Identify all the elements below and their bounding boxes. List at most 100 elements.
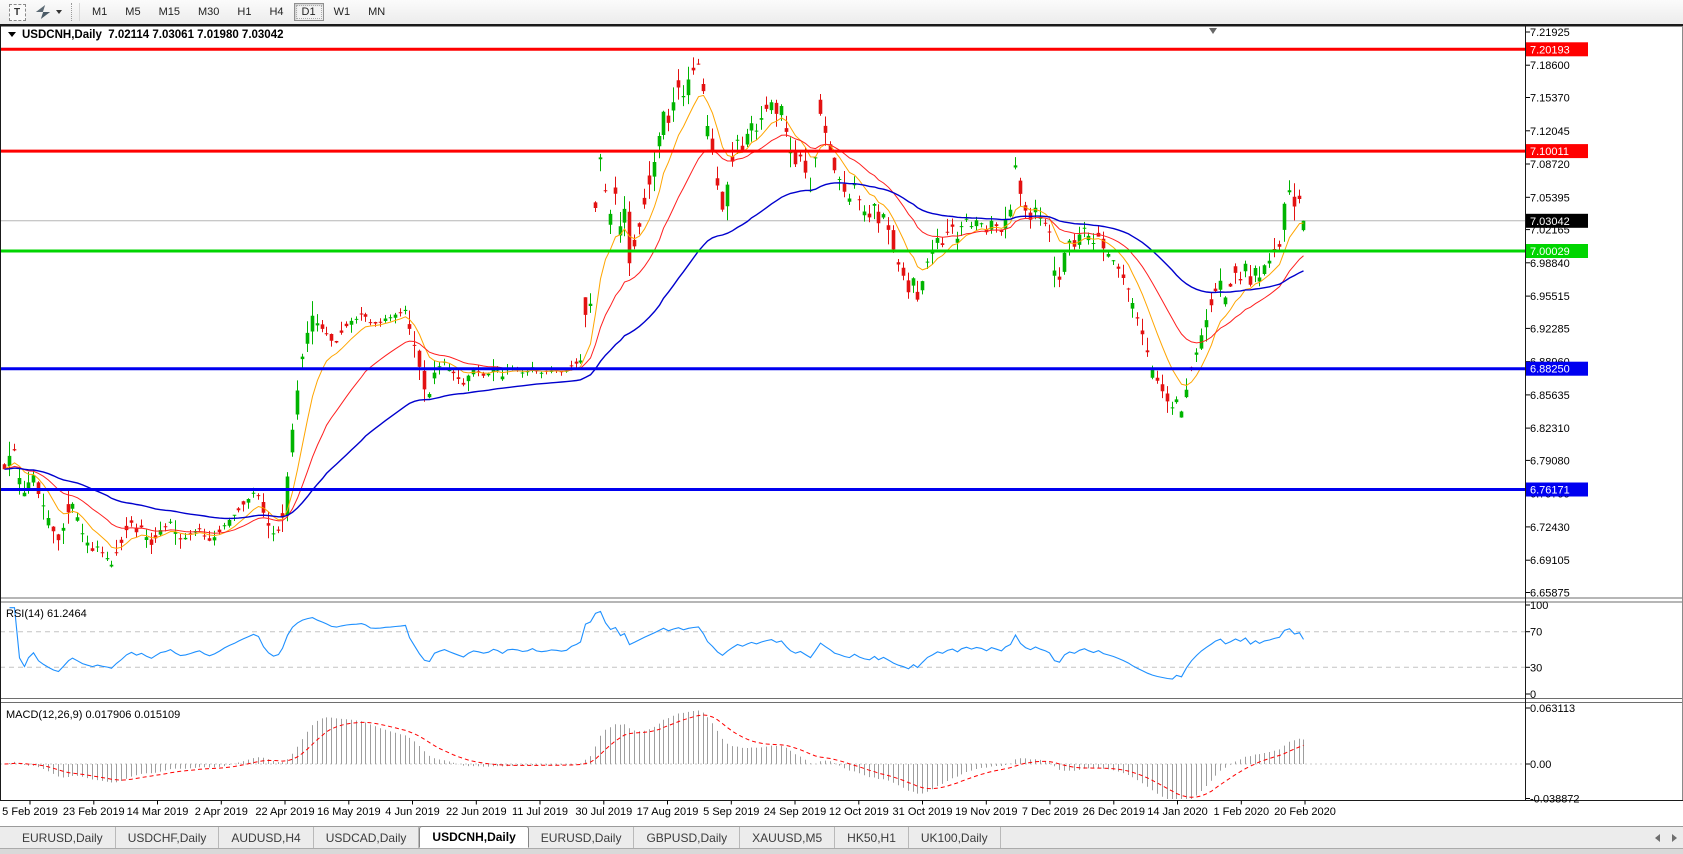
date-tick-label: 19 Nov 2019	[955, 806, 1017, 818]
price-badge-7.00029: 7.00029	[1526, 244, 1588, 258]
date-tick-label: 7 Dec 2019	[1022, 806, 1078, 818]
chart-tab-usdcad-daily[interactable]: USDCAD,Daily	[314, 827, 420, 848]
price-tick-label: 6.98840	[1530, 258, 1570, 270]
price-tick-label: 6.65875	[1530, 588, 1570, 600]
price-badge-7.20193: 7.20193	[1526, 42, 1588, 57]
macd-histogram	[9, 710, 1304, 799]
price-tick-label: 7.15370	[1530, 93, 1570, 105]
price-tick-label: 6.82310	[1530, 423, 1570, 435]
date-tick-label: 26 Dec 2019	[1083, 806, 1145, 818]
price-tick-label: 6.85635	[1530, 390, 1570, 402]
chart-tab-audusd-h4[interactable]: AUDUSD,H4	[219, 827, 314, 848]
price-tick-label: 6.95515	[1530, 291, 1570, 303]
price-tick-label: 7.08720	[1530, 159, 1570, 171]
drawing-tools-button[interactable]	[31, 1, 67, 23]
svg-text:6.88250: 6.88250	[1530, 364, 1570, 376]
svg-text:6.76171: 6.76171	[1530, 485, 1570, 497]
date-tick-label: 14 Mar 2019	[127, 806, 189, 818]
date-axis[interactable]: 5 Feb 2019 23 Feb 2019 14 Mar 2019 2 Apr 20…	[2, 800, 1336, 819]
chart-tab-eurusd-daily[interactable]: EURUSD,Daily	[10, 827, 116, 848]
chart-canvas[interactable]: USDCNH,Daily 7.02114 7.03061 7.01980 7.0…	[0, 24, 1683, 826]
collapse-triangle-icon[interactable]	[8, 32, 16, 37]
timeframe-button-m1[interactable]: M1	[92, 6, 108, 18]
price-tick-label: 7.18600	[1530, 60, 1570, 72]
price-axis[interactable]: 7.21925 7.18600 7.15370 7.12045 7.08720 7.053…	[1526, 27, 1588, 806]
chart-tab-usdcnh-daily[interactable]: USDCNH,Daily	[419, 826, 529, 848]
tab-scroll-left-icon[interactable]	[1655, 834, 1660, 842]
price-tick-label: 7.21925	[1530, 27, 1570, 39]
chart-window[interactable]: USDCNH,Daily 7.02114 7.03061 7.01980 7.0…	[0, 24, 1683, 826]
chart-tab-gbpusd-daily[interactable]: GBPUSD,Daily	[634, 827, 741, 848]
chart-shift-marker[interactable]	[1209, 28, 1217, 34]
ma-slow-line	[4, 182, 1304, 520]
drawing-tools-icon	[36, 5, 52, 19]
date-tick-label: 31 Oct 2019	[893, 806, 953, 818]
chart-title: USDCNH,Daily 7.02114 7.03061 7.01980 7.0…	[8, 29, 284, 41]
svg-text:7.03042: 7.03042	[1530, 216, 1570, 228]
svg-text:USDCNH,Daily 7.02114 7.03061: USDCNH,Daily 7.02114 7.03061 7.01980 7.0…	[22, 29, 284, 41]
text-label-tool-button[interactable]: T	[5, 1, 29, 23]
date-tick-label: 1 Feb 2020	[1213, 806, 1269, 818]
svg-text:7.10011: 7.10011	[1530, 146, 1569, 158]
toolbar-separator	[71, 3, 80, 21]
timeframe-button-d1[interactable]: D1	[293, 3, 324, 21]
date-tick-label: 16 May 2019	[317, 806, 381, 818]
price-tick-label: 7.12045	[1530, 126, 1570, 138]
date-tick-label: 14 Jan 2020	[1147, 806, 1208, 818]
date-tick-label: 4 Jun 2019	[385, 806, 439, 818]
date-tick-label: 24 Sep 2019	[764, 806, 826, 818]
price-tick-label: 6.69105	[1530, 555, 1570, 567]
tab-scroll-buttons	[1655, 827, 1677, 849]
timeframe-button-m5[interactable]: M5	[125, 6, 141, 18]
date-tick-label: 5 Feb 2019	[2, 806, 58, 818]
status-strip	[0, 848, 1683, 854]
timeframe-button-m15[interactable]: M15	[158, 6, 180, 18]
chart-background	[0, 24, 1683, 826]
date-tick-label: 22 Apr 2019	[255, 806, 314, 818]
chart-tab-eurusd-daily[interactable]: EURUSD,Daily	[529, 827, 635, 848]
price-badge-6.76171: 6.76171	[1526, 482, 1588, 497]
top-toolbar: T M1 M5 M15 M30 H1 H4 D1 W1 MN	[0, 0, 1683, 24]
price-tick-label: 6.79080	[1530, 455, 1570, 467]
price-tick-label: 6.92285	[1530, 323, 1570, 335]
date-tick-label: 11 Jul 2019	[512, 806, 568, 818]
timeframe-button-h4[interactable]: H4	[269, 6, 284, 18]
date-tick-label: 30 Jul 2019	[575, 806, 632, 818]
price-badge-7.03042: 7.03042	[1526, 213, 1588, 228]
date-tick-label: 22 Jun 2019	[446, 806, 507, 818]
rsi-label: RSI(14) 61.2464	[6, 608, 87, 620]
dropdown-caret-icon	[56, 10, 62, 14]
rsi-tick-label: 100	[1530, 600, 1548, 612]
chart-tab-xauusd-m5[interactable]: XAUUSD,M5	[740, 827, 836, 848]
chart-top-border	[0, 24, 1683, 27]
date-tick-label: 5 Sep 2019	[703, 806, 759, 818]
timeframe-button-mn[interactable]: MN	[368, 6, 386, 18]
macd-label: MACD(12,26,9) 0.017906 0.015109	[6, 709, 180, 721]
date-tick-label: 12 Oct 2019	[829, 806, 889, 818]
chart-tab-bar: EURUSD,Daily USDCHF,Daily AUDUSD,H4 USDCAD,…	[0, 826, 1683, 848]
rsi-line	[9, 607, 1304, 680]
rsi-tick-label: 30	[1530, 662, 1542, 674]
date-tick-label: 17 Aug 2019	[637, 806, 699, 818]
price-tick-label: 6.72430	[1530, 522, 1570, 534]
tab-scroll-right-icon[interactable]	[1672, 834, 1677, 842]
date-tick-label: 23 Feb 2019	[63, 806, 125, 818]
timeframe-button-w1[interactable]: W1	[333, 6, 351, 18]
price-tick-label: 7.05395	[1530, 192, 1570, 204]
macd-tick-label: -0.038872	[1530, 794, 1580, 806]
ma-fast-line	[4, 94, 1304, 549]
rsi-tick-label: 0	[1530, 689, 1536, 701]
macd-signal-line	[4, 714, 1304, 798]
chart-tab-hk50-h1[interactable]: HK50,H1	[835, 827, 909, 848]
price-badge-7.10011: 7.10011	[1526, 144, 1588, 159]
rsi-pane: RSI(14) 61.2464	[0, 607, 1525, 680]
chart-tab-usdchf-daily[interactable]: USDCHF,Daily	[116, 827, 220, 848]
timeframe-button-h1[interactable]: H1	[237, 6, 252, 18]
chart-tabs: EURUSD,Daily USDCHF,Daily AUDUSD,H4 USDCAD,…	[10, 826, 1001, 848]
chart-tab-uk100-daily[interactable]: UK100,Daily	[909, 827, 1001, 848]
rsi-tick-label: 70	[1530, 627, 1542, 639]
svg-text:7.00029: 7.00029	[1530, 246, 1570, 258]
timeframe-button-m30[interactable]: M30	[197, 6, 220, 18]
text-tool-icon: T	[8, 3, 26, 21]
svg-text:7.20193: 7.20193	[1530, 44, 1570, 56]
